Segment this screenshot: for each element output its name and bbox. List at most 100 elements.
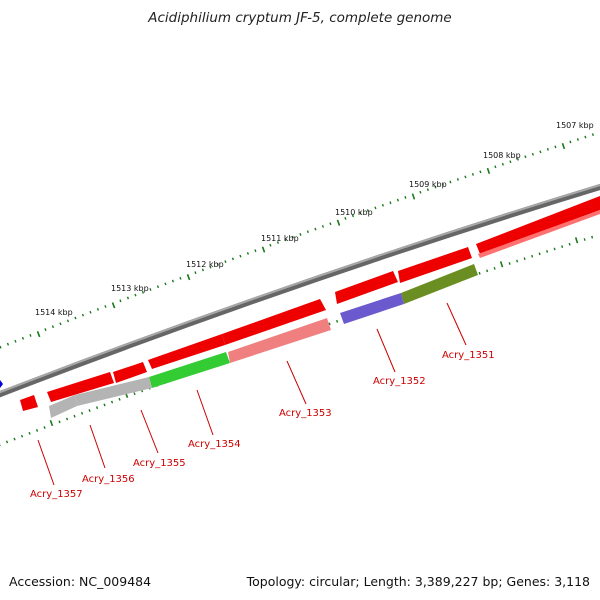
- minor-tick: [43, 426, 46, 429]
- minor-tick: [531, 254, 534, 258]
- minor-tick: [584, 135, 587, 139]
- minor-tick: [126, 296, 130, 300]
- minor-tick: [568, 242, 571, 246]
- minor-tick: [478, 271, 481, 275]
- forward-gene-arrow[interactable]: [47, 372, 114, 402]
- blue-gene-fragment[interactable]: [0, 380, 3, 388]
- minor-tick: [553, 247, 556, 251]
- minor-tick: [471, 172, 474, 176]
- forward-gene-arrow[interactable]: [478, 210, 600, 258]
- minor-tick: [276, 241, 280, 244]
- minor-tick: [171, 279, 175, 283]
- forward-gene-arrow[interactable]: [148, 334, 225, 369]
- minor-tick: [381, 203, 384, 207]
- minor-tick: [231, 257, 235, 261]
- minor-tick: [14, 339, 17, 343]
- gene-arrow-acry-1356[interactable]: [49, 395, 77, 418]
- minor-tick: [396, 198, 399, 202]
- minor-tick: [509, 160, 512, 164]
- minor-tick: [321, 224, 324, 228]
- gene-arrow-acry-1355[interactable]: [75, 377, 152, 406]
- ruler-label-1511: 1511 kbp: [261, 234, 299, 243]
- minor-tick: [419, 190, 422, 194]
- gene-arrow-acry-1354[interactable]: [149, 352, 230, 388]
- forward-gene-arrow[interactable]: [476, 196, 600, 254]
- minor-tick: [269, 243, 272, 247]
- reverse-strand-genes: [49, 264, 478, 418]
- ruler-label-1509: 1509 kbp: [409, 180, 447, 189]
- minor-tick: [374, 206, 377, 210]
- major-tick: [186, 274, 191, 281]
- gene-arrow-acry-1351[interactable]: [401, 264, 478, 304]
- major-tick: [561, 142, 566, 150]
- minor-tick: [366, 209, 369, 212]
- major-tick: [574, 237, 579, 244]
- minor-tick: [21, 336, 25, 340]
- minor-tick: [133, 392, 136, 396]
- minor-tick: [546, 147, 549, 151]
- gene-label-acry-1356[interactable]: Acry_1356: [82, 474, 135, 485]
- gene-label-acry-1351[interactable]: Acry_1351: [442, 350, 495, 361]
- minor-tick: [508, 262, 511, 265]
- minor-tick: [426, 188, 429, 192]
- minor-tick: [201, 268, 205, 272]
- minor-tick: [314, 227, 317, 231]
- minor-tick: [351, 214, 354, 218]
- minor-tick: [479, 170, 482, 174]
- gene-arrow-acry-1352[interactable]: [340, 293, 404, 324]
- minor-tick: [441, 183, 444, 186]
- minor-tick: [531, 152, 534, 156]
- minor-tick: [336, 319, 339, 323]
- map-title: Acidiphilium cryptum JF-5, complete geno…: [148, 10, 452, 26]
- gene-label-acry-1353[interactable]: Acry_1353: [279, 408, 332, 419]
- minor-tick: [456, 178, 459, 181]
- minor-tick: [44, 328, 47, 332]
- gene-label-acry-1357[interactable]: Acry_1357: [30, 489, 83, 500]
- minor-tick: [51, 325, 55, 329]
- minor-tick: [239, 254, 242, 258]
- minor-tick: [546, 250, 549, 253]
- minor-tick: [299, 233, 302, 236]
- ruler-label-1512: 1512 kbp: [186, 260, 224, 269]
- minor-tick: [156, 285, 160, 289]
- minor-tick: [523, 257, 526, 261]
- ruler-label-1514: 1514 kbp: [35, 308, 73, 317]
- forward-gene-arrow[interactable]: [113, 362, 147, 383]
- minor-tick: [389, 201, 392, 205]
- minor-tick: [20, 434, 24, 438]
- minor-tick: [65, 417, 69, 421]
- minor-tick: [141, 290, 145, 294]
- gene-label-acry-1352[interactable]: Acry_1352: [373, 376, 426, 387]
- minor-tick: [569, 140, 572, 144]
- minor-tick: [284, 238, 287, 242]
- minor-tick: [434, 185, 437, 189]
- minor-tick: [216, 262, 220, 266]
- minor-tick: [554, 145, 557, 149]
- major-tick: [486, 167, 491, 175]
- gene-label-acry-1355[interactable]: Acry_1355: [133, 458, 186, 469]
- forward-gene-arrow[interactable]: [222, 299, 326, 345]
- minor-tick: [81, 313, 85, 317]
- minor-tick: [494, 165, 497, 169]
- major-tick: [411, 193, 416, 200]
- major-tick: [336, 219, 341, 226]
- forward-gene-arrow[interactable]: [398, 247, 472, 283]
- minor-tick: [493, 266, 496, 270]
- minor-tick: [29, 333, 32, 337]
- minor-tick: [516, 157, 519, 161]
- minor-tick: [59, 322, 62, 326]
- accession-text: Accession: NC_009484: [9, 574, 152, 589]
- forward-gene-arrow[interactable]: [335, 271, 398, 304]
- minor-tick: [88, 409, 91, 412]
- ruler-label-1513: 1513 kbp: [111, 284, 149, 293]
- genome-backbone-highlight: [0, 184, 600, 394]
- ruler-label-1510: 1510 kbp: [335, 208, 373, 217]
- minor-tick: [73, 414, 76, 418]
- gene-arrow-acry-1353[interactable]: [228, 318, 331, 363]
- forward-gene-arrow[interactable]: [20, 395, 38, 411]
- gene-label-acry-1354[interactable]: Acry_1354: [188, 439, 241, 450]
- minor-tick: [464, 175, 467, 179]
- minor-tick: [449, 180, 452, 184]
- minor-tick: [110, 400, 114, 404]
- minor-tick: [95, 406, 99, 410]
